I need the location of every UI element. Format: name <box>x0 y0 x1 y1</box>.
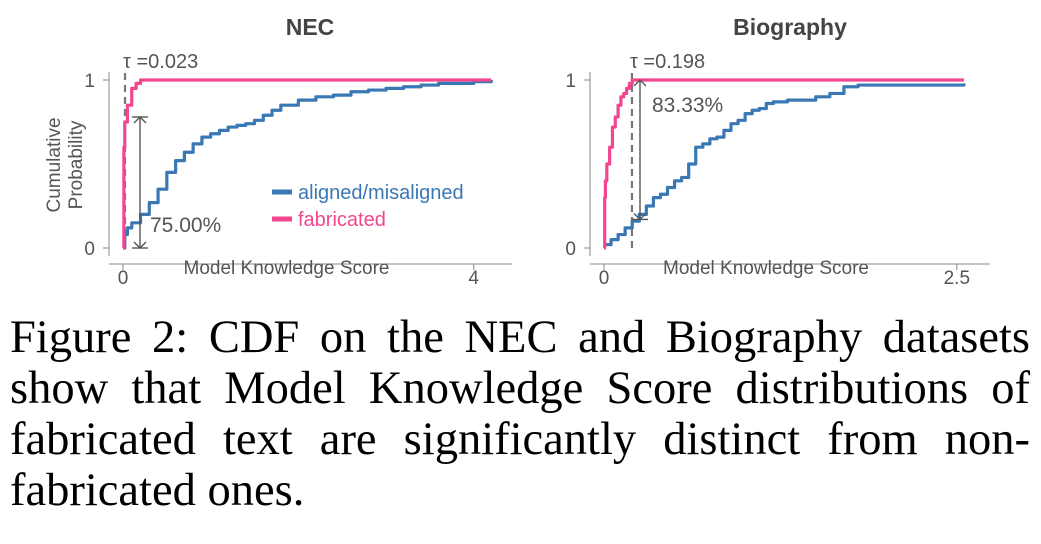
x-axis-label: Model Knowledge Score <box>663 258 869 279</box>
x-tick-label: 0 <box>118 268 129 289</box>
legend-label: fabricated <box>298 209 386 231</box>
gap-percentage-label: 83.33% <box>652 94 723 117</box>
x-axis-label: Model Knowledge Score <box>184 258 390 279</box>
y-tick-label: 1 <box>84 71 95 92</box>
tau-label: τ =0.023 <box>123 51 198 73</box>
legend: aligned/misaligned fabricated <box>272 182 464 231</box>
y-tick-label: 0 <box>565 239 576 260</box>
cdf-figure: NEC 0 1 0 4 Model Knowledge Score Cumulative Pr… <box>44 14 990 289</box>
gap-percentage-label: 75.00% <box>150 214 221 237</box>
legend-label: aligned/misaligned <box>298 182 464 204</box>
gap-arrow-head-top <box>633 79 647 87</box>
tau-label: τ =0.198 <box>630 51 705 73</box>
y-tick-label: 0 <box>84 239 95 260</box>
chart-panel-biography: Biography 0 1 0 2.5 Model Knowledge Score τ =0… <box>565 14 990 289</box>
x-tick-label: 0 <box>599 268 610 289</box>
y-tick-label: 1 <box>565 71 576 92</box>
chart-panel-nec: NEC 0 1 0 4 Model Knowledge Score Cumulative Pr… <box>44 14 512 289</box>
series-line-fabricated <box>122 78 492 250</box>
y-axis-label: Probability <box>66 120 87 209</box>
series-line-aligned-misaligned <box>123 80 493 250</box>
series-line-aligned-misaligned <box>604 83 966 247</box>
chart-title: Biography <box>733 14 847 40</box>
y-axis-label: Cumulative <box>44 117 65 212</box>
x-tick-label: 4 <box>468 268 479 289</box>
chart-title: NEC <box>286 14 335 40</box>
series-line-fabricated <box>603 78 964 250</box>
x-tick-label: 2.5 <box>944 268 970 289</box>
figure-caption: Figure 2: CDF on the NEC and Biography d… <box>10 312 1030 516</box>
